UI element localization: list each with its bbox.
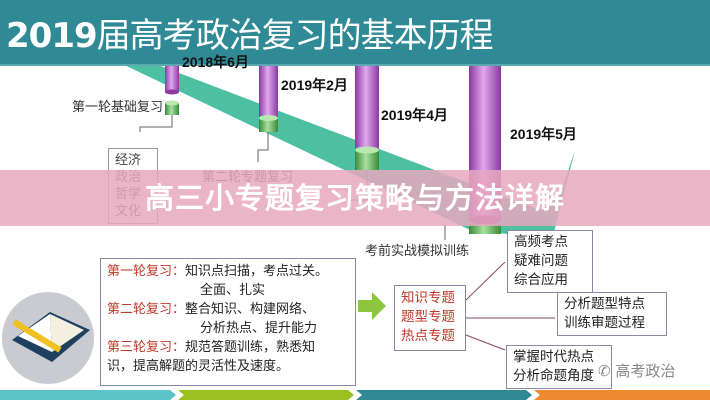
wechat-icon: ✆ [598, 362, 616, 380]
outcome-box: 掌握时代热点 分析命题角度 [506, 345, 612, 389]
watermark-text: 高考政治 [615, 362, 676, 380]
outcome-box: 分析题型特点 训练审题过程 [557, 292, 667, 336]
cylinder-2018-6 [165, 60, 179, 115]
watermark: ✆ 高考政治 [598, 360, 675, 381]
date-label: 2018年6月 [182, 54, 249, 70]
topic: 热点专题 [401, 328, 455, 344]
outcome-line: 掌握时代热点 [513, 349, 594, 365]
round-text: 知识点扫描，考点过关。 [185, 264, 329, 279]
outcome-line: 分析命题角度 [513, 368, 594, 384]
branch-arrows [465, 261, 555, 351]
round-label: 第三轮复习： [107, 340, 186, 355]
review-rounds-box: 第一轮复习：知识点扫描，考点过关。 全面、扎实 第二轮复习：整合知识、构建网络、… [100, 258, 356, 386]
outcome-box: 高频考点 疑难问题 综合应用 [507, 230, 593, 293]
date-label: 2019年4月 [381, 107, 448, 123]
title-year: 2019 [6, 16, 98, 56]
cylinder-2019-2 [259, 62, 278, 132]
round-label: 第一轮复习： [107, 264, 186, 279]
round-label: 第二轮复习： [107, 302, 186, 317]
banner-overlay [0, 170, 710, 226]
outcome-line: 综合应用 [514, 272, 568, 288]
date-label: 2019年2月 [281, 77, 348, 93]
stage-label: 考前实战模拟训练 [365, 244, 470, 259]
header-bar [0, 0, 710, 66]
outcome-line: 高频考点 [514, 234, 568, 250]
title-text: 届高考政治复习的基本历程 [96, 16, 494, 56]
right-arrow [358, 292, 386, 320]
banner-title: 高三小专题复习策略与方法详解 [144, 181, 565, 215]
outcome-line: 疑难问题 [514, 253, 568, 269]
round-text: 全面、扎实 [200, 283, 266, 298]
subject: 经济 [115, 153, 142, 168]
outcome-line: 训练审题过程 [564, 315, 645, 331]
stage-label: 第一轮基础复习 [72, 100, 164, 115]
page-title: 2019届高考政治复习的基本历程 [6, 8, 494, 57]
round-text: 整合知识、构建网络、 [185, 302, 316, 317]
topic: 题型专题 [401, 309, 455, 325]
round-text: 分析热点、提升能力 [200, 321, 318, 336]
bottom-strip [0, 390, 710, 400]
round-text: 规范答题训练，熟悉知 [185, 340, 316, 355]
round-text: 识，提高解题的灵活性及速度。 [107, 359, 290, 374]
outcome-line: 分析题型特点 [564, 296, 645, 312]
cylinder-2019-4 [355, 62, 379, 170]
topics-box: 知识专题 题型专题 热点专题 [394, 285, 466, 351]
date-label: 2019年5月 [510, 126, 577, 142]
book-pencil-icon [2, 292, 94, 384]
topic: 知识专题 [401, 290, 455, 306]
